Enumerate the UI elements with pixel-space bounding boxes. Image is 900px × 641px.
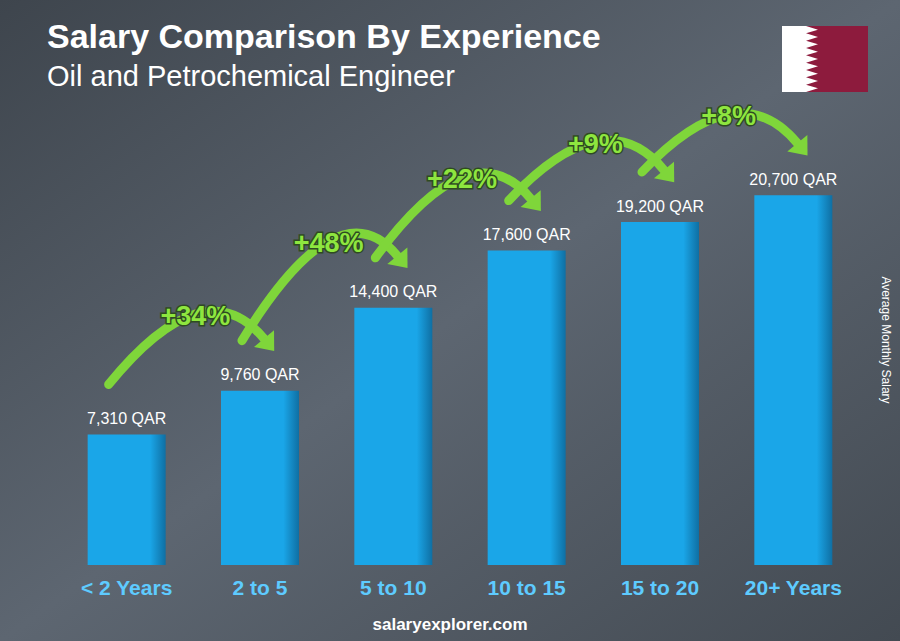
svg-text:salaryexplorer.com: salaryexplorer.com	[373, 615, 528, 634]
svg-text:17,600 QAR: 17,600 QAR	[483, 226, 571, 243]
svg-text:< 2 Years: < 2 Years	[81, 576, 172, 599]
svg-text:20+ Years: 20+ Years	[745, 576, 842, 599]
svg-text:Oil and Petrochemical Engineer: Oil and Petrochemical Engineer	[47, 60, 455, 92]
svg-text:20,700 QAR: 20,700 QAR	[749, 171, 837, 188]
svg-text:14,400 QAR: 14,400 QAR	[349, 283, 437, 300]
svg-text:5 to 10: 5 to 10	[360, 576, 427, 599]
svg-text:Salary Comparison By Experienc: Salary Comparison By Experience	[47, 17, 601, 55]
svg-text:+8%: +8%	[701, 101, 756, 131]
svg-text:Average Monthly Salary: Average Monthly Salary	[879, 276, 893, 403]
svg-text:10 to 15: 10 to 15	[488, 576, 567, 599]
svg-text:7,310 QAR: 7,310 QAR	[87, 410, 166, 427]
svg-text:+34%: +34%	[160, 301, 230, 331]
svg-text:2 to 5: 2 to 5	[233, 576, 288, 599]
svg-text:+9%: +9%	[568, 129, 623, 159]
svg-text:+22%: +22%	[427, 164, 497, 194]
svg-text:+48%: +48%	[294, 228, 364, 258]
svg-text:15 to 20: 15 to 20	[621, 576, 699, 599]
svg-text:9,760 QAR: 9,760 QAR	[220, 366, 299, 383]
svg-text:19,200 QAR: 19,200 QAR	[616, 198, 704, 215]
